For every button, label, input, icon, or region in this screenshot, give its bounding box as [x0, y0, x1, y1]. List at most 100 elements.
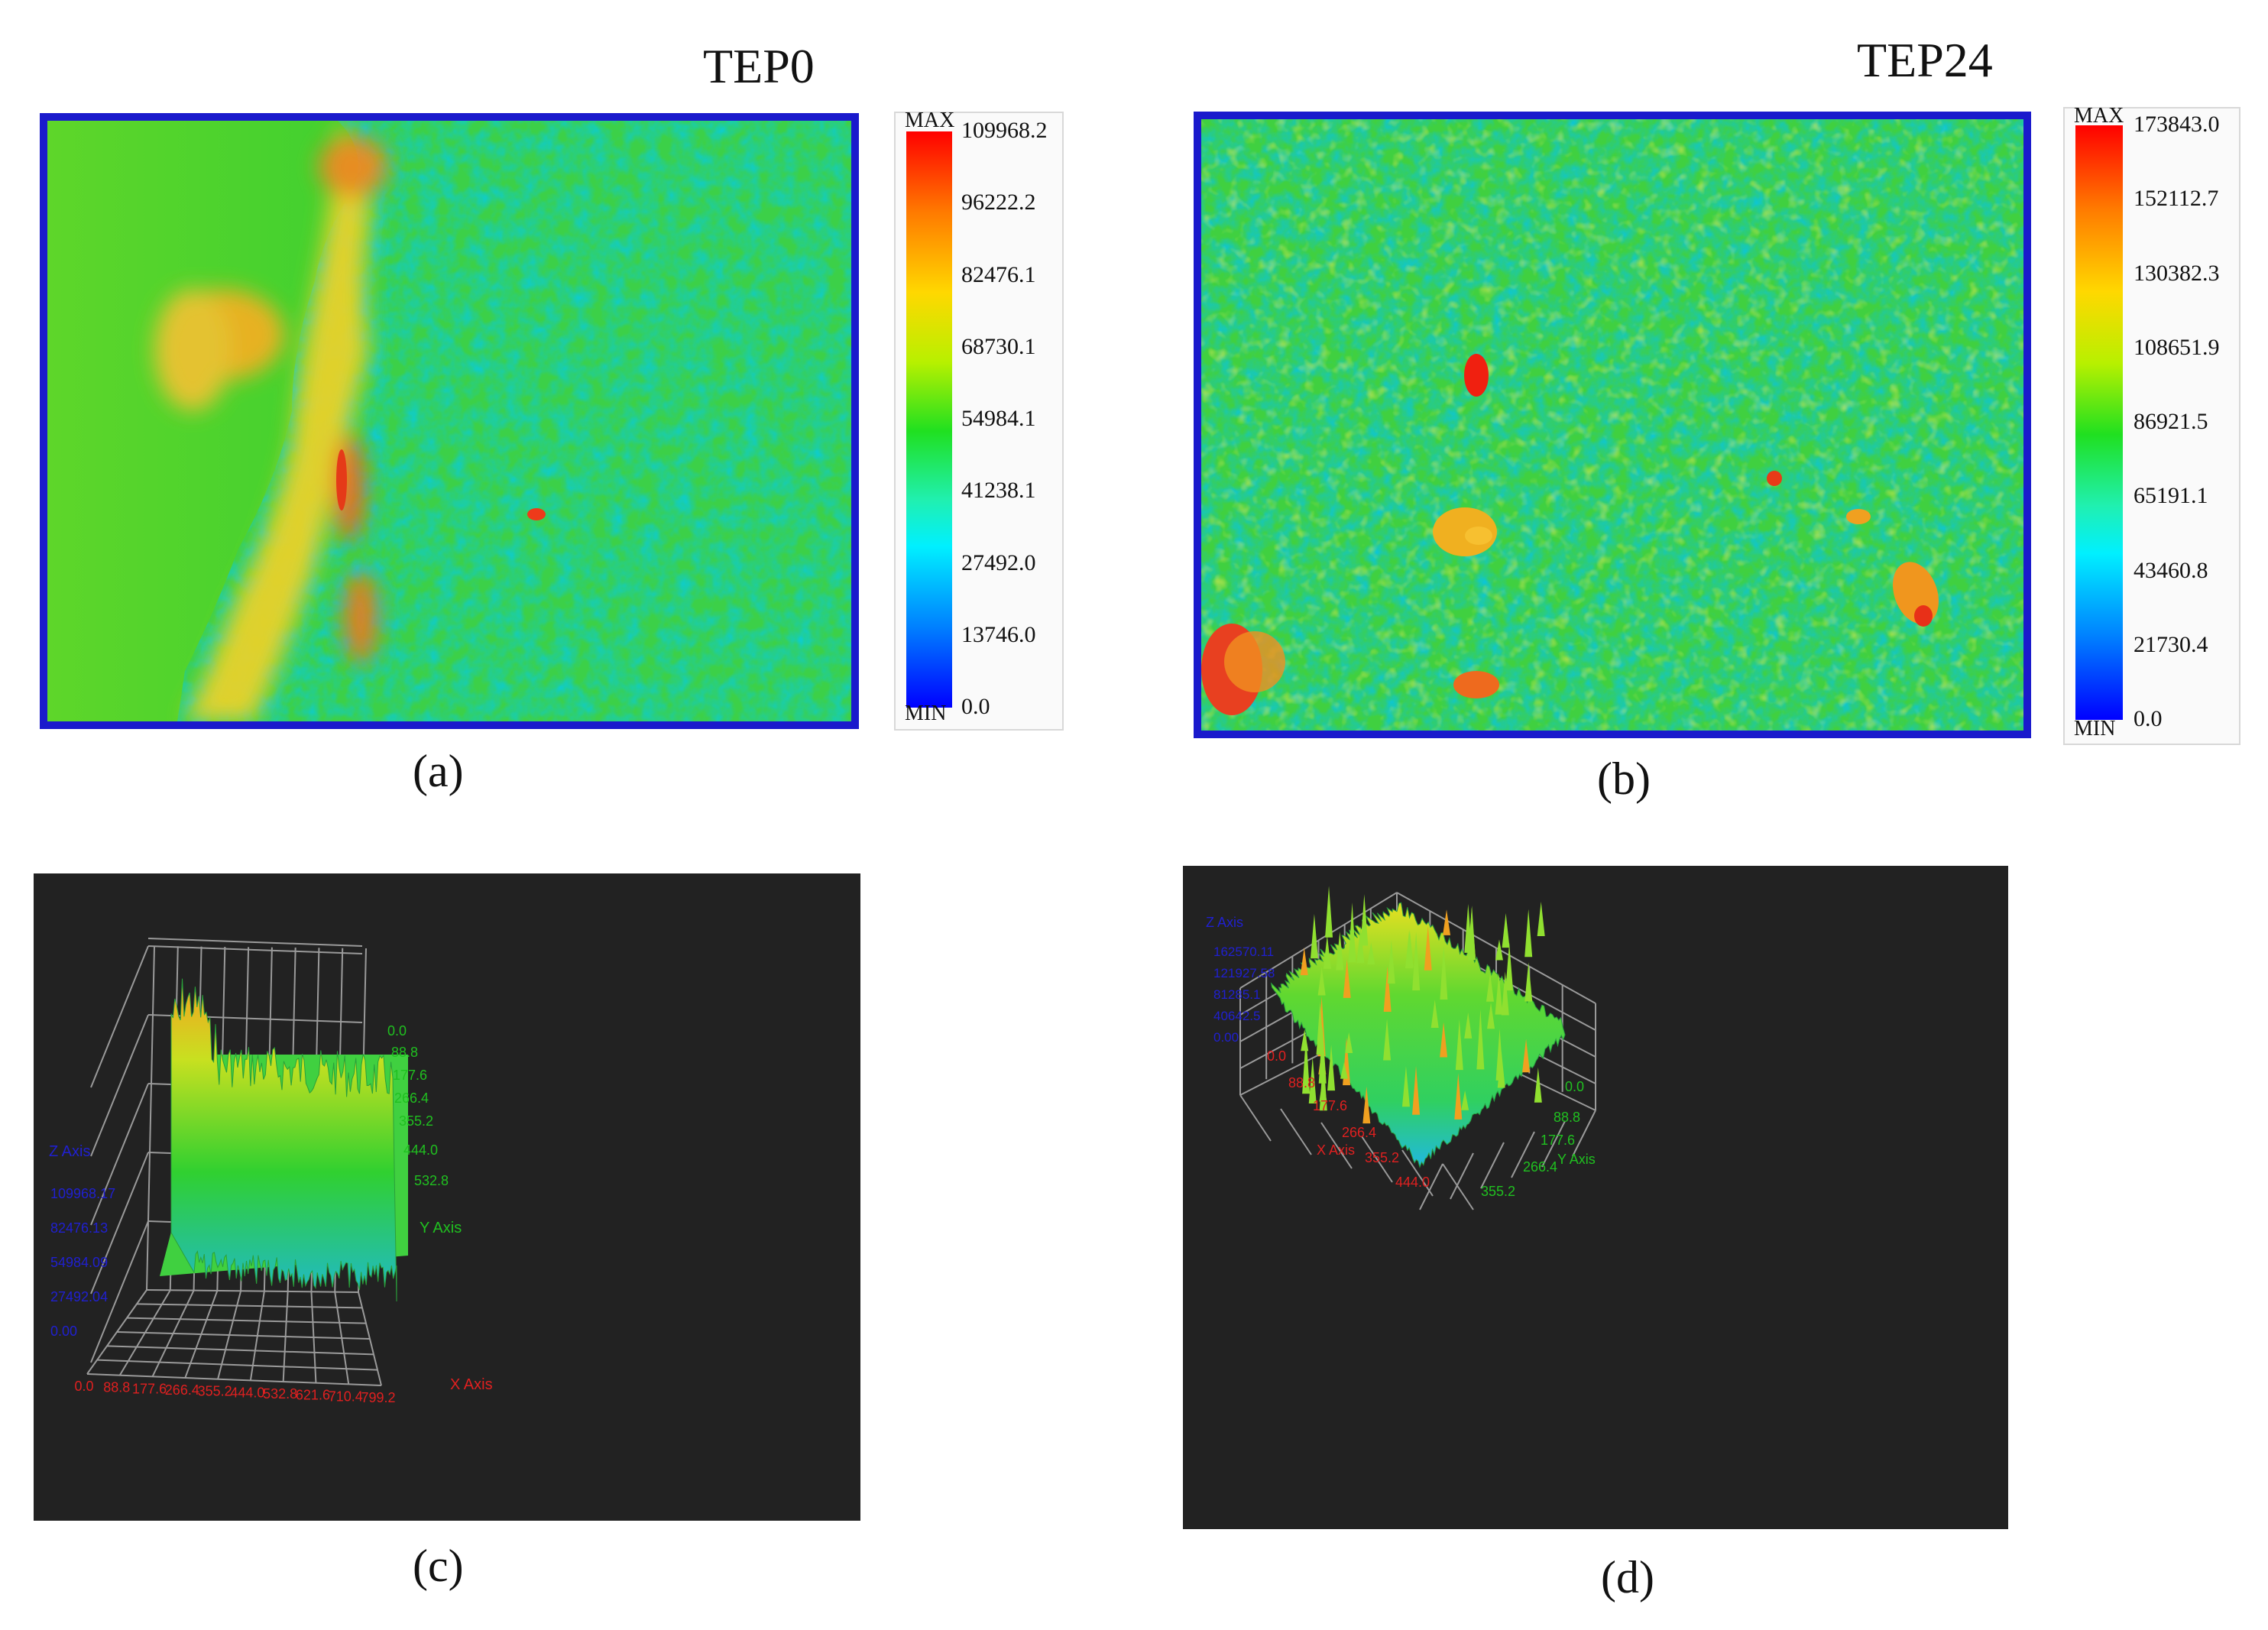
- surface-peak: [1455, 1019, 1463, 1071]
- grid-line: [146, 945, 155, 1291]
- colorbar-b: MAX MIN 173843.0 152112.7 130382.3 108651.9…: [2063, 104, 2240, 745]
- grid-line: [1541, 1120, 1566, 1168]
- surface-peak: [1505, 942, 1514, 991]
- surface-peak: [1524, 962, 1533, 1002]
- grid-line: [136, 1303, 363, 1309]
- colorbar-tick-label: 43460.8: [2134, 557, 2208, 583]
- panel-c-caption: (c): [413, 1541, 464, 1591]
- y-tick-label: 532.8: [414, 1173, 449, 1188]
- x-tick-label: 88.8: [103, 1380, 130, 1395]
- grid-line: [147, 945, 363, 954]
- surface-peak: [1405, 931, 1413, 969]
- surface-c-mesh: [170, 978, 397, 1302]
- grid-line: [116, 1331, 371, 1340]
- colorbar-a: MAX MIN 109968.2 96222.2 82476.1 68730.1 549…: [894, 109, 1064, 731]
- surface-peak: [1524, 909, 1533, 958]
- surface-peak: [1412, 1065, 1421, 1115]
- colorbar-tick-label: 130382.3: [2134, 260, 2220, 286]
- colorbar-tick-label: 82476.1: [961, 261, 1036, 287]
- surface-peak: [1412, 932, 1421, 991]
- x-tick-label: 355.2: [198, 1384, 232, 1399]
- surface-peak: [1367, 942, 1375, 964]
- grid-line: [147, 938, 363, 947]
- surface-peak: [1534, 1067, 1542, 1103]
- surface-peak: [1310, 914, 1318, 959]
- surface-peak: [1522, 1039, 1531, 1073]
- z-tick-label: 162570.11: [1213, 945, 1274, 959]
- x-tick-label: 177.6: [132, 1381, 167, 1396]
- surface-peak: [1302, 1033, 1311, 1094]
- y-tick-label: 88.8: [391, 1045, 418, 1060]
- surface-peak: [1327, 1045, 1336, 1091]
- heatmap-b-image: [1201, 119, 2023, 731]
- grid-line: [1511, 1131, 1535, 1178]
- x-tick-label: 0.0: [1267, 1048, 1286, 1064]
- y-tick-label: 177.6: [393, 1068, 427, 1083]
- surface-peak: [1360, 894, 1369, 946]
- x-axis-title: X Axis: [450, 1376, 493, 1393]
- surface-peak: [1495, 939, 1503, 961]
- grid-line: [86, 1373, 382, 1386]
- colorbar-tick-label: 152112.7: [2134, 186, 2219, 212]
- surface-plot-c: 0.0 88.8 177.6 266.4 355.2 444.0 532.8 621.6 710…: [34, 873, 860, 1521]
- colorbar-tick-label: 109968.2: [961, 118, 1048, 143]
- surface-peak: [1323, 935, 1331, 969]
- surface-peak: [1430, 1000, 1439, 1028]
- surface-peak: [1316, 1001, 1324, 1055]
- surface-peak: [1424, 925, 1432, 971]
- surface-peak: [1356, 925, 1365, 964]
- x-tick-label: 88.8: [1288, 1075, 1315, 1090]
- surface-peak: [1345, 1032, 1353, 1054]
- x-tick-label: 177.6: [1313, 1098, 1347, 1113]
- surface-peak: [1301, 1029, 1309, 1052]
- surface-peak: [1495, 1029, 1504, 1081]
- surface-peak: [1362, 1086, 1371, 1124]
- grid-line: [1280, 1108, 1312, 1155]
- surface-peak: [1443, 909, 1451, 935]
- grid-line: [1320, 1122, 1353, 1169]
- x-tick-label: 0.0: [74, 1379, 93, 1394]
- colorbar-tick-label: 68730.1: [961, 333, 1036, 359]
- surface-plot-c-svg: 0.0 88.8 177.6266.4355.2444.0532.8621.6710…: [49, 938, 493, 1405]
- grid-line: [1361, 1136, 1393, 1183]
- colorbar-a-gradient: [906, 131, 952, 708]
- x-tick-label: 355.2: [1365, 1150, 1399, 1165]
- colorbar-tick-label: 108651.9: [2134, 334, 2220, 360]
- colorbar-tick-label: 173843.0: [2134, 112, 2220, 137]
- y-axis-title: Y Axis: [420, 1220, 462, 1236]
- colorbar-tick-label: 86921.5: [2134, 409, 2208, 434]
- colorbar-tick-label: 21730.4: [2134, 631, 2208, 657]
- panel-d-caption: (d): [1601, 1552, 1654, 1602]
- heatmap-a: [40, 113, 859, 729]
- z-tick-label: 27492.04: [50, 1289, 108, 1304]
- panel-a-title: TEP0: [703, 39, 815, 93]
- grid-line: [126, 1317, 367, 1324]
- grid-line: [1450, 1152, 1474, 1200]
- surface-peak: [1486, 973, 1494, 1002]
- colorbar-a-max-label: MAX: [905, 109, 955, 132]
- z-tick-label: 54984.09: [50, 1255, 108, 1270]
- surface-peak: [1461, 1090, 1469, 1110]
- grid-line: [1572, 1110, 1596, 1157]
- surface-peak: [1300, 947, 1308, 976]
- y-tick-label: 0.0: [387, 1023, 407, 1039]
- surface-peak: [1325, 886, 1333, 938]
- surface-peak: [1440, 945, 1448, 1000]
- surface-peak: [1317, 967, 1326, 996]
- grid-line: [1239, 1094, 1272, 1142]
- surface-peak: [1487, 1002, 1495, 1029]
- grid-line: [90, 1083, 149, 1226]
- y-tick-label: 88.8: [1554, 1110, 1580, 1125]
- panel-b-title: TEP24: [1857, 33, 1993, 87]
- z-tick-label: 0.00: [1213, 1030, 1239, 1045]
- colorbar-a-min-label: MIN: [905, 702, 947, 725]
- surface-peak: [1387, 940, 1395, 984]
- z-tick-label: 40642.5: [1213, 1009, 1260, 1023]
- surface-peak: [1383, 966, 1392, 1012]
- colorbar-tick-label: 0.0: [2134, 706, 2163, 731]
- grid-line: [90, 1152, 149, 1295]
- surface-peak: [1343, 959, 1351, 998]
- colorbar-tick-label: 27492.0: [961, 549, 1036, 575]
- grid-line: [90, 1014, 149, 1157]
- surface-peak: [1319, 1055, 1327, 1111]
